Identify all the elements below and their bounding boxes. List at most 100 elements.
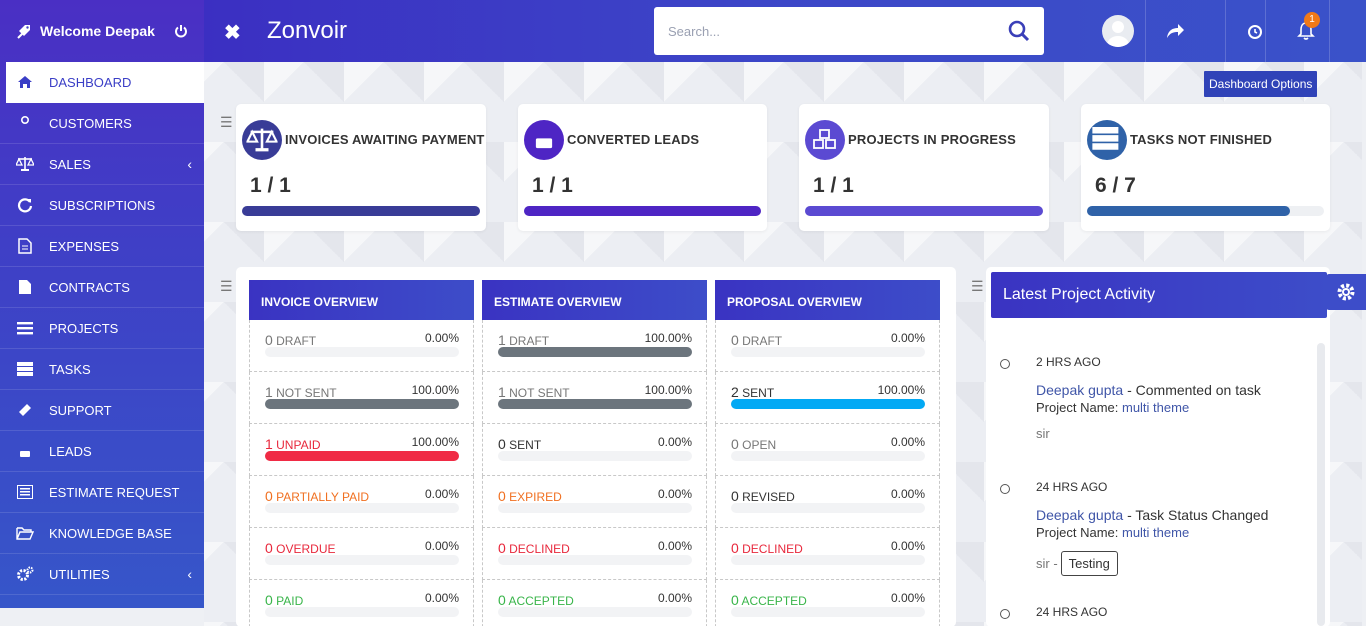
stat-card[interactable]: INVOICES AWAITING PAYMENT 1 / 1 bbox=[236, 104, 486, 231]
status-label: 0 PARTIALLY PAID bbox=[265, 488, 369, 504]
status-name: DECLINED bbox=[742, 542, 803, 556]
sidebar-item-support[interactable]: SUPPORT bbox=[0, 390, 204, 431]
status-label: 0 EXPIRED bbox=[498, 488, 562, 504]
overview-row[interactable]: 0 ACCEPTED 0.00% bbox=[715, 580, 940, 626]
progress-bar bbox=[498, 347, 692, 357]
project-link[interactable]: multi theme bbox=[1121, 525, 1190, 540]
overview-row[interactable]: 2 SENT 100.00% bbox=[715, 372, 940, 424]
overview-row[interactable]: 1 NOT SENT 100.00% bbox=[482, 372, 707, 424]
status-name: NOT SENT bbox=[276, 386, 337, 400]
share-icon[interactable] bbox=[1164, 20, 1186, 42]
bars-icon bbox=[16, 319, 34, 337]
progress-bar bbox=[265, 399, 459, 409]
sidebar-item-label: ESTIMATE REQUEST bbox=[49, 484, 180, 500]
sidebar-item-expenses[interactable]: EXPENSES bbox=[0, 226, 204, 267]
activity-time: 24 HRS AGO bbox=[1036, 480, 1108, 494]
overview-row[interactable]: 0 PAID 0.00% bbox=[249, 580, 474, 626]
progress-bar bbox=[731, 347, 925, 357]
status-count: 1 bbox=[265, 436, 273, 452]
overview-row[interactable]: 0 ACCEPTED 0.00% bbox=[482, 580, 707, 626]
stat-card[interactable]: PROJECTS IN PROGRESS 1 / 1 bbox=[799, 104, 1049, 231]
drag-handle-icon[interactable]: ☰ bbox=[220, 278, 233, 294]
status-count: 1 bbox=[498, 384, 506, 400]
status-count: 0 bbox=[731, 592, 739, 608]
status-name: UNPAID bbox=[276, 438, 321, 452]
sidebar-item-label: EXPENSES bbox=[49, 238, 120, 254]
progress-bar bbox=[242, 206, 480, 216]
stat-card[interactable]: CONVERTED LEADS 1 / 1 bbox=[518, 104, 767, 231]
status-percent: 0.00% bbox=[657, 435, 692, 449]
sidebar-item-projects[interactable]: PROJECTS bbox=[0, 308, 204, 349]
status-count: 0 bbox=[498, 540, 506, 556]
timeline-dot-icon bbox=[1000, 359, 1010, 369]
sidebar-item-utilities[interactable]: UTILITIES ‹ bbox=[0, 554, 204, 595]
overview-row[interactable]: 0 EXPIRED 0.00% bbox=[482, 476, 707, 528]
estimate-overview: ESTIMATE OVERVIEW 1 DRAFT 100.00% 1 NOT … bbox=[482, 280, 707, 626]
overview-row[interactable]: 0 DECLINED 0.00% bbox=[715, 528, 940, 580]
settings-gear-icon[interactable] bbox=[1326, 274, 1366, 310]
status-tag: Testing bbox=[1060, 551, 1118, 576]
close-menu-icon[interactable]: ✖ bbox=[224, 22, 241, 44]
status-label: 0 PAID bbox=[265, 592, 303, 608]
sidebar-item-knowledge-base[interactable]: KNOWLEDGE BASE bbox=[0, 513, 204, 554]
overview-row[interactable]: 0 DRAFT 0.00% bbox=[249, 320, 474, 372]
activity-time: 2 HRS AGO bbox=[1036, 355, 1101, 369]
overview-row[interactable]: 0 PARTIALLY PAID 0.00% bbox=[249, 476, 474, 528]
dashboard-options-button[interactable]: Dashboard Options bbox=[1204, 71, 1318, 97]
overview-row[interactable]: 1 DRAFT 100.00% bbox=[482, 320, 707, 372]
sidebar-item-contracts[interactable]: CONTRACTS bbox=[0, 267, 204, 308]
progress-bar bbox=[524, 206, 761, 216]
sidebar-item-estimate-request[interactable]: ESTIMATE REQUEST bbox=[0, 472, 204, 513]
project-link[interactable]: multi theme bbox=[1121, 400, 1190, 415]
progress-bar bbox=[498, 451, 692, 461]
overview-row[interactable]: 0 DECLINED 0.00% bbox=[482, 528, 707, 580]
tasks-icon bbox=[1087, 120, 1127, 160]
sidebar-item-leads[interactable]: LEADS bbox=[0, 431, 204, 472]
folder-open-icon bbox=[16, 524, 34, 542]
progress-fill bbox=[805, 206, 1043, 216]
overview-row[interactable]: 1 UNPAID 100.00% bbox=[249, 424, 474, 476]
activity-note: sir bbox=[1036, 426, 1050, 441]
clock-icon[interactable] bbox=[1244, 20, 1266, 42]
avatar[interactable] bbox=[1102, 15, 1134, 47]
status-count: 1 bbox=[498, 332, 506, 348]
activity-time: 24 HRS AGO bbox=[1036, 605, 1108, 619]
progress-bar bbox=[731, 399, 925, 409]
search-input[interactable]: Search... bbox=[668, 23, 721, 39]
status-label: 0 REVISED bbox=[731, 488, 795, 504]
overview-panel: INVOICE OVERVIEW 0 DRAFT 0.00% 1 NOT SEN… bbox=[236, 267, 956, 626]
drag-handle-icon[interactable]: ☰ bbox=[220, 114, 233, 130]
status-label: 1 NOT SENT bbox=[498, 384, 570, 400]
sidebar-item-label: SUPPORT bbox=[49, 402, 112, 418]
status-label: 0 ACCEPTED bbox=[731, 592, 807, 608]
drag-handle-icon[interactable]: ☰ bbox=[971, 278, 984, 294]
overview-row[interactable]: 1 NOT SENT 100.00% bbox=[249, 372, 474, 424]
status-percent: 0.00% bbox=[657, 539, 692, 553]
overview-row[interactable]: 0 REVISED 0.00% bbox=[715, 476, 940, 528]
overview-row[interactable]: 0 DRAFT 0.00% bbox=[715, 320, 940, 372]
activity-user-link[interactable]: Deepak gupta bbox=[1036, 382, 1124, 398]
sidebar-item-dashboard[interactable]: DASHBOARD bbox=[6, 62, 204, 103]
overview-row[interactable]: 0 SENT 0.00% bbox=[482, 424, 707, 476]
overview-row[interactable]: 0 OPEN 0.00% bbox=[715, 424, 940, 476]
sidebar-item-sales[interactable]: SALES ‹ bbox=[0, 144, 204, 185]
status-count: 1 bbox=[265, 384, 273, 400]
search-icon[interactable] bbox=[1008, 20, 1030, 42]
overview-header: INVOICE OVERVIEW bbox=[249, 280, 474, 320]
status-name: DRAFT bbox=[509, 334, 550, 348]
progress-bar bbox=[1087, 206, 1324, 216]
status-name: PARTIALLY PAID bbox=[276, 490, 370, 504]
search-box[interactable]: Search... bbox=[654, 7, 1044, 55]
status-count: 0 bbox=[498, 436, 506, 452]
sidebar-item-customers[interactable]: CUSTOMERS bbox=[0, 103, 204, 144]
sidebar-item-tasks[interactable]: TASKS bbox=[0, 349, 204, 390]
scrollbar[interactable] bbox=[1317, 343, 1325, 626]
stat-card[interactable]: TASKS NOT FINISHED 6 / 7 bbox=[1081, 104, 1330, 231]
overview-row[interactable]: 0 OVERDUE 0.00% bbox=[249, 528, 474, 580]
activity-user-link[interactable]: Deepak gupta bbox=[1036, 507, 1124, 523]
sidebar-item-subscriptions[interactable]: SUBSCRIPTIONS bbox=[0, 185, 204, 226]
progress-bar bbox=[265, 503, 459, 513]
power-icon[interactable] bbox=[174, 24, 188, 38]
sidebar-item-label: TASKS bbox=[49, 361, 91, 377]
sidebar-header: Welcome Deepak bbox=[0, 0, 204, 62]
